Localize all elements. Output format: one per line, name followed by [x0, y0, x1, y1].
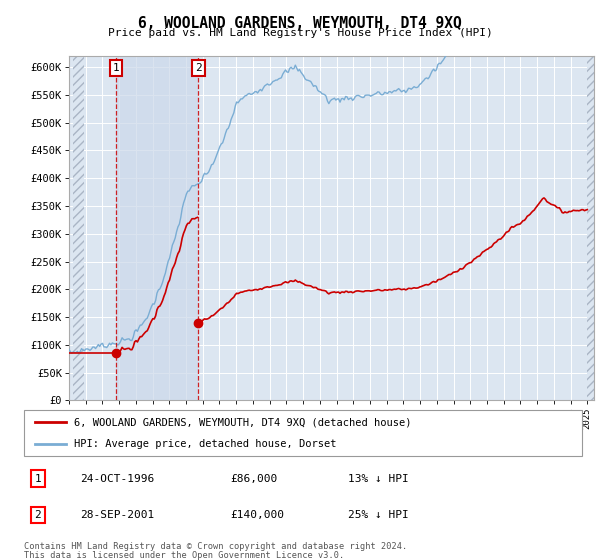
Text: 24-OCT-1996: 24-OCT-1996	[80, 474, 154, 484]
Text: HPI: Average price, detached house, Dorset: HPI: Average price, detached house, Dors…	[74, 440, 337, 450]
Text: 13% ↓ HPI: 13% ↓ HPI	[347, 474, 409, 484]
Text: Price paid vs. HM Land Registry's House Price Index (HPI): Price paid vs. HM Land Registry's House …	[107, 28, 493, 38]
Text: 1: 1	[113, 63, 119, 73]
Bar	[116, 56, 199, 400]
Text: 25% ↓ HPI: 25% ↓ HPI	[347, 510, 409, 520]
Text: £140,000: £140,000	[230, 510, 284, 520]
Bar	[587, 56, 594, 400]
Text: 6, WOOLAND GARDENS, WEYMOUTH, DT4 9XQ (detached house): 6, WOOLAND GARDENS, WEYMOUTH, DT4 9XQ (d…	[74, 417, 412, 427]
Text: £86,000: £86,000	[230, 474, 278, 484]
Text: This data is licensed under the Open Government Licence v3.0.: This data is licensed under the Open Gov…	[24, 551, 344, 560]
Bar	[73, 56, 85, 400]
Text: 1: 1	[35, 474, 41, 484]
Text: Contains HM Land Registry data © Crown copyright and database right 2024.: Contains HM Land Registry data © Crown c…	[24, 542, 407, 551]
Text: 28-SEP-2001: 28-SEP-2001	[80, 510, 154, 520]
Text: 2: 2	[195, 63, 202, 73]
Text: 6, WOOLAND GARDENS, WEYMOUTH, DT4 9XQ: 6, WOOLAND GARDENS, WEYMOUTH, DT4 9XQ	[138, 16, 462, 31]
Text: 2: 2	[35, 510, 41, 520]
FancyBboxPatch shape	[24, 410, 582, 456]
